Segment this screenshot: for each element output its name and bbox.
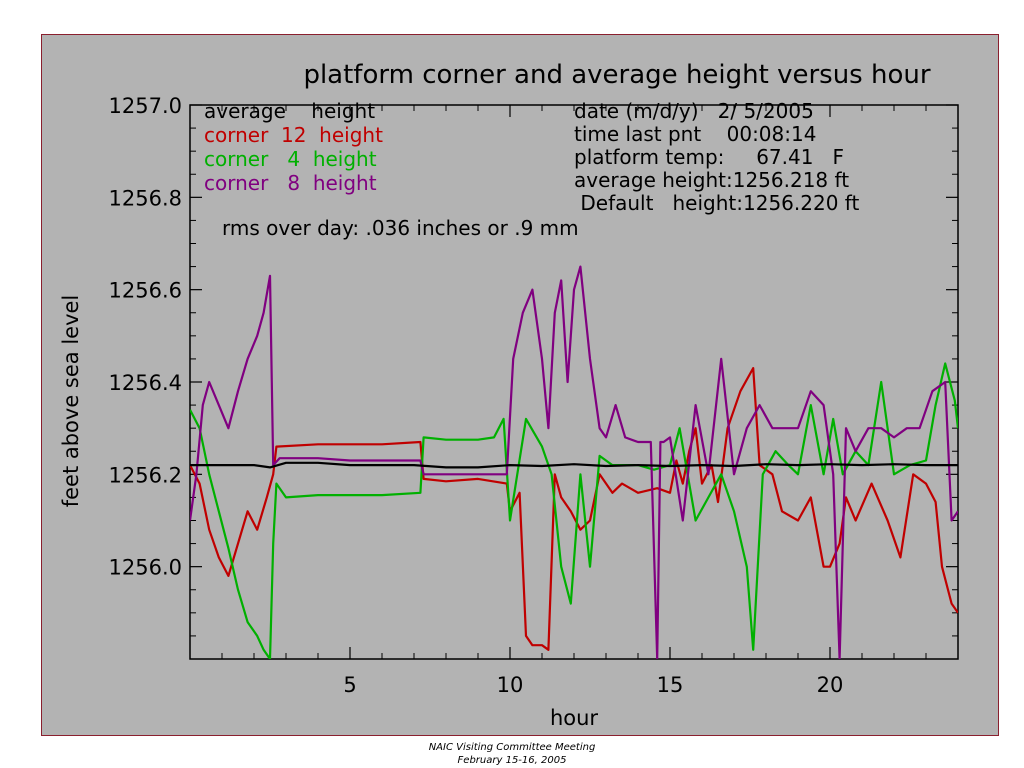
y-tick-label: 1257.0 — [109, 94, 182, 118]
footer-line-1: NAIC Visiting Committee Meeting — [428, 742, 596, 753]
y-tick-label: 1256.2 — [109, 463, 182, 487]
x-tick-label: 15 — [657, 673, 684, 697]
series-line-corner-8-height — [190, 265, 958, 659]
chart-title: platform corner and average height versu… — [303, 60, 930, 90]
footer-line-2: February 15-16, 2005 — [457, 755, 567, 766]
legend-entry: corner 4 height — [204, 147, 377, 171]
x-axis-label: hour — [550, 706, 598, 730]
x-tick-label: 10 — [497, 673, 524, 697]
info-line: Default height:1256.220 ft — [574, 191, 859, 215]
series-line-average-height — [190, 461, 958, 469]
y-axis-label: feet above sea level — [59, 295, 83, 508]
info-line: date (m/d/y) 2/ 5/2005 — [574, 99, 814, 123]
chart-panel: platform corner and average height versu… — [41, 34, 999, 736]
x-tick-label: 5 — [343, 673, 356, 697]
x-tick-label: 20 — [817, 673, 844, 697]
info-line: average height:1256.218 ft — [574, 168, 849, 192]
legend-entry: corner 12 height — [204, 123, 383, 147]
footer: NAIC Visiting Committee Meeting February… — [0, 741, 1024, 767]
y-tick-label: 1256.4 — [109, 371, 182, 395]
legend-entry: average height — [204, 99, 375, 123]
y-tick-label: 1256.8 — [109, 186, 182, 210]
rms-note: rms over day: .036 inches or .9 mm — [222, 216, 579, 240]
legend-entry: corner 8 height — [204, 171, 377, 195]
info-line: platform temp: 67.41 F — [574, 145, 844, 169]
info-line: time last pnt 00:08:14 — [574, 122, 816, 146]
y-tick-label: 1256.0 — [109, 556, 182, 580]
series-line-corner-12-height — [190, 367, 958, 651]
y-tick-label: 1256.6 — [109, 279, 182, 303]
height-chart: platform corner and average height versu… — [59, 60, 959, 730]
